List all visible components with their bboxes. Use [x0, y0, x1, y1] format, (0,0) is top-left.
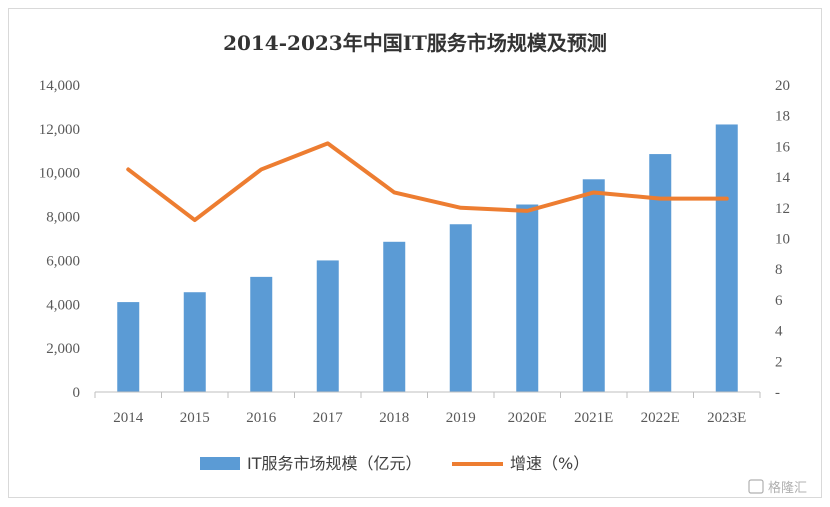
y-left-tick-label: 6,000 [46, 253, 80, 269]
x-tick-label: 2014 [113, 410, 144, 426]
y-right-tick-label: 2 [775, 354, 783, 370]
bar-2018 [383, 241, 406, 392]
y-right-tick-label: 6 [775, 293, 783, 309]
watermark: 格隆汇 [748, 479, 807, 496]
y-right-tick-label: 4 [775, 324, 783, 340]
bar-2017 [316, 260, 339, 392]
watermark-logo-icon [748, 479, 764, 494]
chart-frame [8, 8, 822, 498]
y-left-tick-label: 2,000 [46, 341, 80, 357]
watermark-text: 格隆汇 [768, 480, 807, 496]
legend: IT服务市场规模（亿元） 增速（%） [200, 454, 589, 473]
y-right-tick-label: 12 [775, 201, 790, 217]
y-right-tick-label: - [775, 385, 780, 401]
axes: 2014 2015 2016 2017 2018 2019 2020E 2021E 2022E 2… [39, 78, 791, 426]
line-series [126, 141, 729, 223]
growth-point-2017 [326, 141, 330, 145]
bar-2022E [649, 154, 672, 392]
y-left-tick-label: 14,000 [39, 78, 80, 94]
y-left-tick-label: 8,000 [46, 210, 80, 226]
x-tick-label: 2018 [379, 410, 409, 426]
y-left-tick-label: 4,000 [46, 297, 80, 313]
growth-line [126, 141, 729, 223]
bar-2015 [183, 292, 206, 392]
x-tick-label: 2023E [707, 410, 746, 426]
bar-2020E [516, 204, 539, 392]
growth-point-2018 [392, 190, 396, 194]
y-right-tick-label: 16 [775, 139, 791, 155]
legend-bar-label: IT服务市场规模（亿元） [247, 454, 422, 473]
legend-line-label: 增速（%） [510, 454, 589, 473]
x-tick-label: 2017 [313, 410, 344, 426]
y-right-tick-label: 10 [775, 232, 790, 248]
bar-2021E [582, 179, 605, 392]
y-left-tick-label: 0 [73, 385, 81, 401]
y-right-tick-label: 14 [775, 170, 791, 186]
x-tick-label: 2022E [641, 410, 680, 426]
growth-point-2015 [193, 218, 197, 222]
growth-point-2019 [459, 206, 463, 210]
growth-point-2023E [725, 197, 729, 201]
x-tick-label: 2021E [574, 410, 613, 426]
bar-2014 [117, 302, 140, 392]
x-tick-label: 2015 [180, 410, 210, 426]
bar-2016 [250, 276, 273, 392]
growth-point-2022E [658, 197, 662, 201]
growth-point-2016 [259, 167, 263, 171]
x-tick-label: 2016 [246, 410, 277, 426]
x-tick-label: 2020E [508, 410, 547, 426]
growth-point-2014 [126, 167, 130, 171]
y-left-tick-label: 12,000 [39, 122, 80, 138]
y-right-tick-label: 18 [775, 109, 790, 125]
bar-2019 [449, 224, 472, 392]
growth-point-2020E [525, 209, 529, 213]
y-right-tick-label: 20 [775, 78, 790, 94]
growth-point-2021E [592, 190, 596, 194]
bar-2023E [715, 124, 738, 392]
x-tick-label: 2019 [446, 410, 476, 426]
legend-bar-swatch [200, 457, 240, 470]
y-left-tick-label: 10,000 [39, 166, 80, 182]
y-right-tick-label: 8 [775, 262, 783, 278]
chart-title: 2014-2023年中国IT服务市场规模及预测 [223, 31, 607, 55]
bar-series [117, 124, 738, 392]
